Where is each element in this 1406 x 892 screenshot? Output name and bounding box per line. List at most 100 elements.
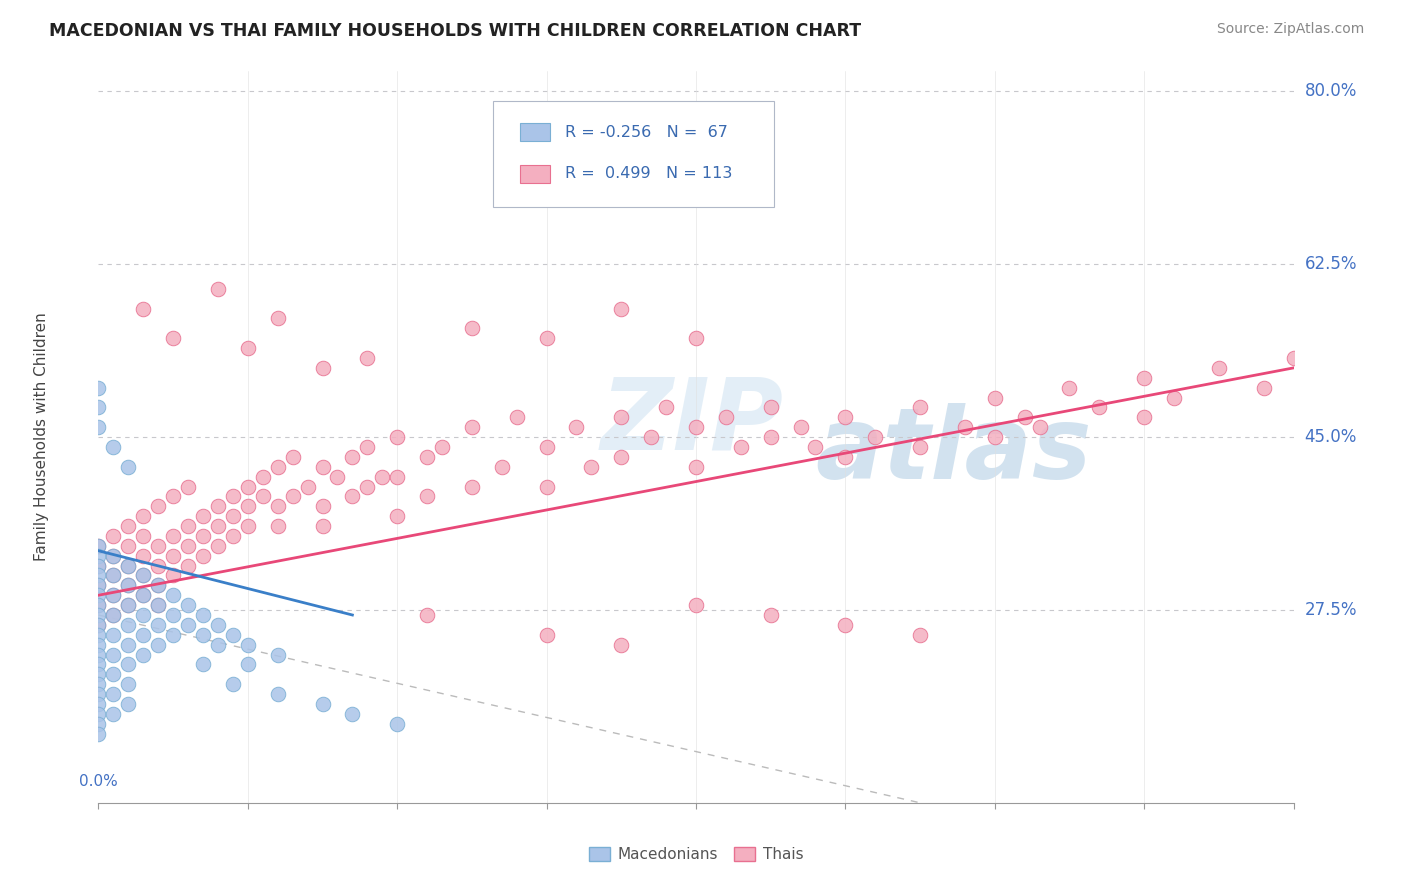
Point — [103, 687, 125, 701]
Point — [1028, 420, 1050, 434]
Point — [311, 500, 333, 514]
Point — [685, 420, 707, 434]
Point — [87, 558, 110, 573]
Point — [87, 607, 110, 622]
Point — [222, 529, 245, 543]
Point — [177, 479, 200, 493]
Point — [87, 618, 110, 632]
Point — [1133, 371, 1156, 385]
Point — [117, 578, 139, 592]
Point — [207, 500, 229, 514]
Point — [1059, 381, 1081, 395]
Point — [1133, 410, 1156, 425]
Point — [267, 311, 290, 326]
Point — [148, 539, 170, 553]
Text: 27.5%: 27.5% — [1305, 601, 1357, 619]
Point — [222, 677, 245, 691]
Point — [148, 618, 170, 632]
Point — [148, 558, 170, 573]
Point — [87, 558, 110, 573]
Point — [117, 638, 139, 652]
Point — [132, 628, 155, 642]
Point — [162, 628, 184, 642]
Point — [385, 469, 409, 483]
Point — [87, 549, 110, 563]
Point — [87, 401, 110, 415]
Point — [177, 539, 200, 553]
Point — [87, 539, 110, 553]
Point — [326, 469, 349, 483]
Point — [222, 628, 245, 642]
Point — [103, 588, 125, 602]
Point — [581, 459, 603, 474]
Point — [87, 677, 110, 691]
Point — [342, 489, 364, 503]
Point — [103, 706, 125, 721]
Point — [117, 618, 139, 632]
Point — [191, 509, 214, 524]
Point — [461, 321, 484, 335]
Text: R = -0.256   N =  67: R = -0.256 N = 67 — [565, 125, 727, 139]
Point — [132, 549, 155, 563]
Point — [1208, 360, 1230, 375]
Point — [162, 588, 184, 602]
Point — [132, 301, 155, 316]
Point — [207, 638, 229, 652]
Point — [87, 568, 110, 582]
Point — [311, 360, 333, 375]
Point — [117, 459, 139, 474]
Point — [87, 618, 110, 632]
Point — [834, 618, 856, 632]
Point — [281, 489, 304, 503]
Point — [117, 558, 139, 573]
Point — [103, 588, 125, 602]
Point — [610, 638, 633, 652]
Point — [117, 578, 139, 592]
Point — [565, 420, 588, 434]
Point — [103, 568, 125, 582]
Point — [207, 539, 229, 553]
Point — [908, 628, 931, 642]
Point — [177, 558, 200, 573]
Point — [87, 539, 110, 553]
Point — [385, 716, 409, 731]
Point — [491, 459, 513, 474]
Point — [162, 529, 184, 543]
Point — [132, 607, 155, 622]
Point — [953, 420, 976, 434]
Point — [416, 489, 439, 503]
Point — [371, 469, 394, 483]
Point — [222, 489, 245, 503]
Point — [267, 687, 290, 701]
Point — [132, 588, 155, 602]
Text: 80.0%: 80.0% — [1305, 82, 1357, 100]
Point — [87, 578, 110, 592]
Point — [117, 677, 139, 691]
Point — [759, 430, 782, 444]
Point — [430, 440, 453, 454]
Point — [103, 549, 125, 563]
Point — [267, 500, 290, 514]
Point — [117, 598, 139, 612]
Point — [162, 568, 184, 582]
Point — [191, 529, 214, 543]
Point — [267, 648, 290, 662]
Point — [1253, 381, 1275, 395]
Point — [342, 706, 364, 721]
Point — [117, 519, 139, 533]
Point — [655, 401, 678, 415]
Point — [132, 509, 155, 524]
Point — [236, 479, 259, 493]
Point — [87, 657, 110, 672]
Point — [162, 607, 184, 622]
Point — [804, 440, 827, 454]
Text: R =  0.499   N = 113: R = 0.499 N = 113 — [565, 166, 733, 181]
Point — [461, 420, 484, 434]
Point — [311, 519, 333, 533]
Point — [610, 450, 633, 464]
Point — [461, 479, 484, 493]
Point — [117, 697, 139, 711]
Point — [87, 697, 110, 711]
Point — [908, 401, 931, 415]
Point — [162, 331, 184, 345]
